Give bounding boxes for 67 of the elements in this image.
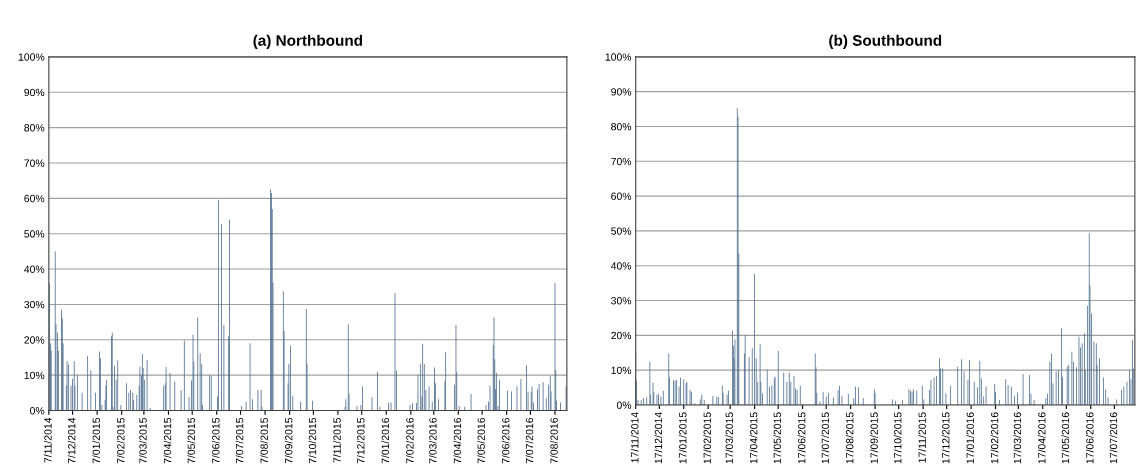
y-tick-label: 50% <box>24 230 45 238</box>
x-tick-label: 7/03/2016 <box>428 417 437 464</box>
x-tick-label: 17/11/2014 <box>630 412 639 463</box>
chart-title: (a) Northbound <box>253 34 363 49</box>
x-tick-label: 7/10/2015 <box>308 417 317 464</box>
y-tick-label: 50% <box>611 227 632 235</box>
x-tick-label: 7/03/2015 <box>139 417 147 464</box>
y-tick-label: 90% <box>611 88 632 96</box>
y-tick-label: 30% <box>611 297 632 305</box>
x-tick-label: 17/06/2016 <box>1085 412 1094 464</box>
x-tick-label: 7/08/2015 <box>260 417 268 464</box>
y-tick-label: 80% <box>611 122 632 131</box>
x-tick-label: 17/08/2015 <box>845 412 854 464</box>
x-tick-label: 17/03/2015 <box>725 412 733 464</box>
y-tick-label: 20% <box>24 336 45 344</box>
x-tick-label: 17/04/2015 <box>749 412 758 464</box>
x-tick-label: 7/12/2015 <box>356 417 365 464</box>
x-tick-label: 7/09/2015 <box>284 417 293 464</box>
y-tick-label: 0% <box>30 407 45 415</box>
x-tick-label: 17/06/2015 <box>797 412 806 464</box>
x-tick-label: 17/12/2014 <box>654 412 663 464</box>
x-tick-label: 7/07/2016 <box>525 417 534 464</box>
y-tick-label: 90% <box>24 88 45 97</box>
y-tick-label: 40% <box>610 262 632 270</box>
x-tick-label: 7/02/2015 <box>116 417 125 464</box>
x-tick-label: 7/02/2016 <box>405 417 414 464</box>
x-tick-label: 17/04/2016 <box>1037 412 1046 464</box>
y-tick-label: 60% <box>24 194 45 203</box>
x-tick-label: 17/05/2016 <box>1061 412 1070 464</box>
x-tick-label: 17/12/2015 <box>941 412 950 464</box>
chart-title: (b) Southbound <box>829 34 942 49</box>
x-tick-label: 7/08/2016 <box>550 417 558 464</box>
x-tick-label: 7/06/2016 <box>501 417 510 464</box>
y-tick-label: 60% <box>611 192 632 200</box>
x-tick-label: 7/01/2015 <box>92 417 100 464</box>
x-tick-label: 7/04/2016 <box>453 417 462 464</box>
y-tick-label: 40% <box>24 265 45 273</box>
x-tick-label: 7/07/2015 <box>235 417 244 464</box>
y-tick-label: 0% <box>616 401 632 409</box>
x-tick-label: 17/09/2015 <box>870 412 878 464</box>
x-tick-label: 17/01/2016 <box>966 412 974 464</box>
x-tick-label: 7/11/2015 <box>333 417 341 463</box>
x-tick-label: 17/02/2015 <box>703 412 711 464</box>
x-tick-label: 17/11/2015 <box>918 412 926 463</box>
x-tick-label: 7/01/2016 <box>381 417 390 464</box>
x-tick-label: 17/10/2015 <box>893 412 902 464</box>
y-tick-label: 20% <box>611 331 632 340</box>
x-tick-label: 7/06/2015 <box>211 417 220 464</box>
x-tick-label: 7/11/2014 <box>43 417 52 463</box>
y-tick-label: 10% <box>24 371 45 380</box>
x-tick-label: 7/05/2015 <box>187 417 196 464</box>
x-tick-label: 17/02/2016 <box>990 412 999 464</box>
x-tick-label: 17/07/2016 <box>1109 412 1118 464</box>
y-tick-label: 30% <box>24 300 45 309</box>
x-tick-label: 17/07/2015 <box>821 412 830 464</box>
x-tick-label: 17/03/2016 <box>1013 412 1022 464</box>
y-tick-label: 100% <box>605 53 632 61</box>
y-tick-label: 70% <box>24 159 45 167</box>
x-tick-label: 7/05/2016 <box>477 417 485 464</box>
y-tick-label: 10% <box>611 366 632 375</box>
y-tick-label: 100% <box>18 53 45 61</box>
x-tick-label: 17/01/2015 <box>678 412 687 464</box>
x-tick-label: 7/04/2015 <box>163 417 172 464</box>
y-tick-label: 80% <box>24 124 45 132</box>
x-tick-label: 17/05/2015 <box>773 412 782 464</box>
x-tick-label: 7/12/2014 <box>67 417 76 464</box>
y-tick-label: 70% <box>611 157 632 166</box>
